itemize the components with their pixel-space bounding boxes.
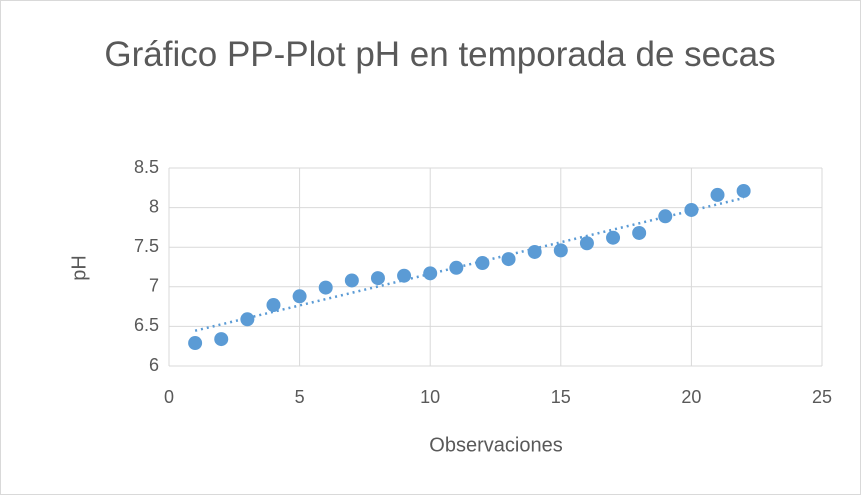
data-point: [684, 202, 699, 217]
y-tick-label: 6.5: [134, 315, 159, 335]
data-point: [632, 225, 647, 240]
x-tick-label: 0: [164, 387, 174, 407]
y-tick-label: 6: [149, 355, 159, 375]
data-point: [710, 187, 725, 202]
x-tick-label: 25: [812, 387, 832, 407]
data-point: [553, 243, 568, 258]
data-point: [579, 236, 594, 251]
x-tick-label: 20: [681, 387, 701, 407]
y-tick-label: 7: [149, 276, 159, 296]
trendline: [194, 196, 744, 332]
data-point: [475, 256, 490, 271]
data-point: [188, 336, 203, 351]
x-axis-label: Observaciones: [429, 434, 562, 456]
data-point: [240, 312, 255, 327]
data-point: [292, 289, 307, 304]
data-point: [736, 183, 751, 198]
x-tick-label: 5: [295, 387, 305, 407]
data-point: [658, 209, 673, 224]
y-tick-label: 8: [149, 196, 159, 216]
x-tick-label: 15: [551, 387, 571, 407]
data-point: [423, 266, 438, 281]
data-point: [501, 252, 516, 267]
data-point: [344, 273, 359, 288]
data-point: [606, 230, 621, 245]
data-point: [214, 332, 229, 347]
chart-title: Gráfico PP-Plot pH en temporada de secas: [104, 35, 776, 74]
x-tick-label: 10: [420, 387, 440, 407]
data-point: [527, 244, 542, 259]
data-point: [397, 268, 412, 283]
y-tick-label: 7.5: [134, 236, 159, 256]
y-axis-label: pH: [68, 255, 90, 281]
data-point: [370, 271, 385, 286]
data-point: [266, 298, 281, 313]
data-point: [318, 280, 333, 295]
data-point: [449, 260, 464, 275]
y-tick-label: 8.5: [134, 157, 159, 177]
